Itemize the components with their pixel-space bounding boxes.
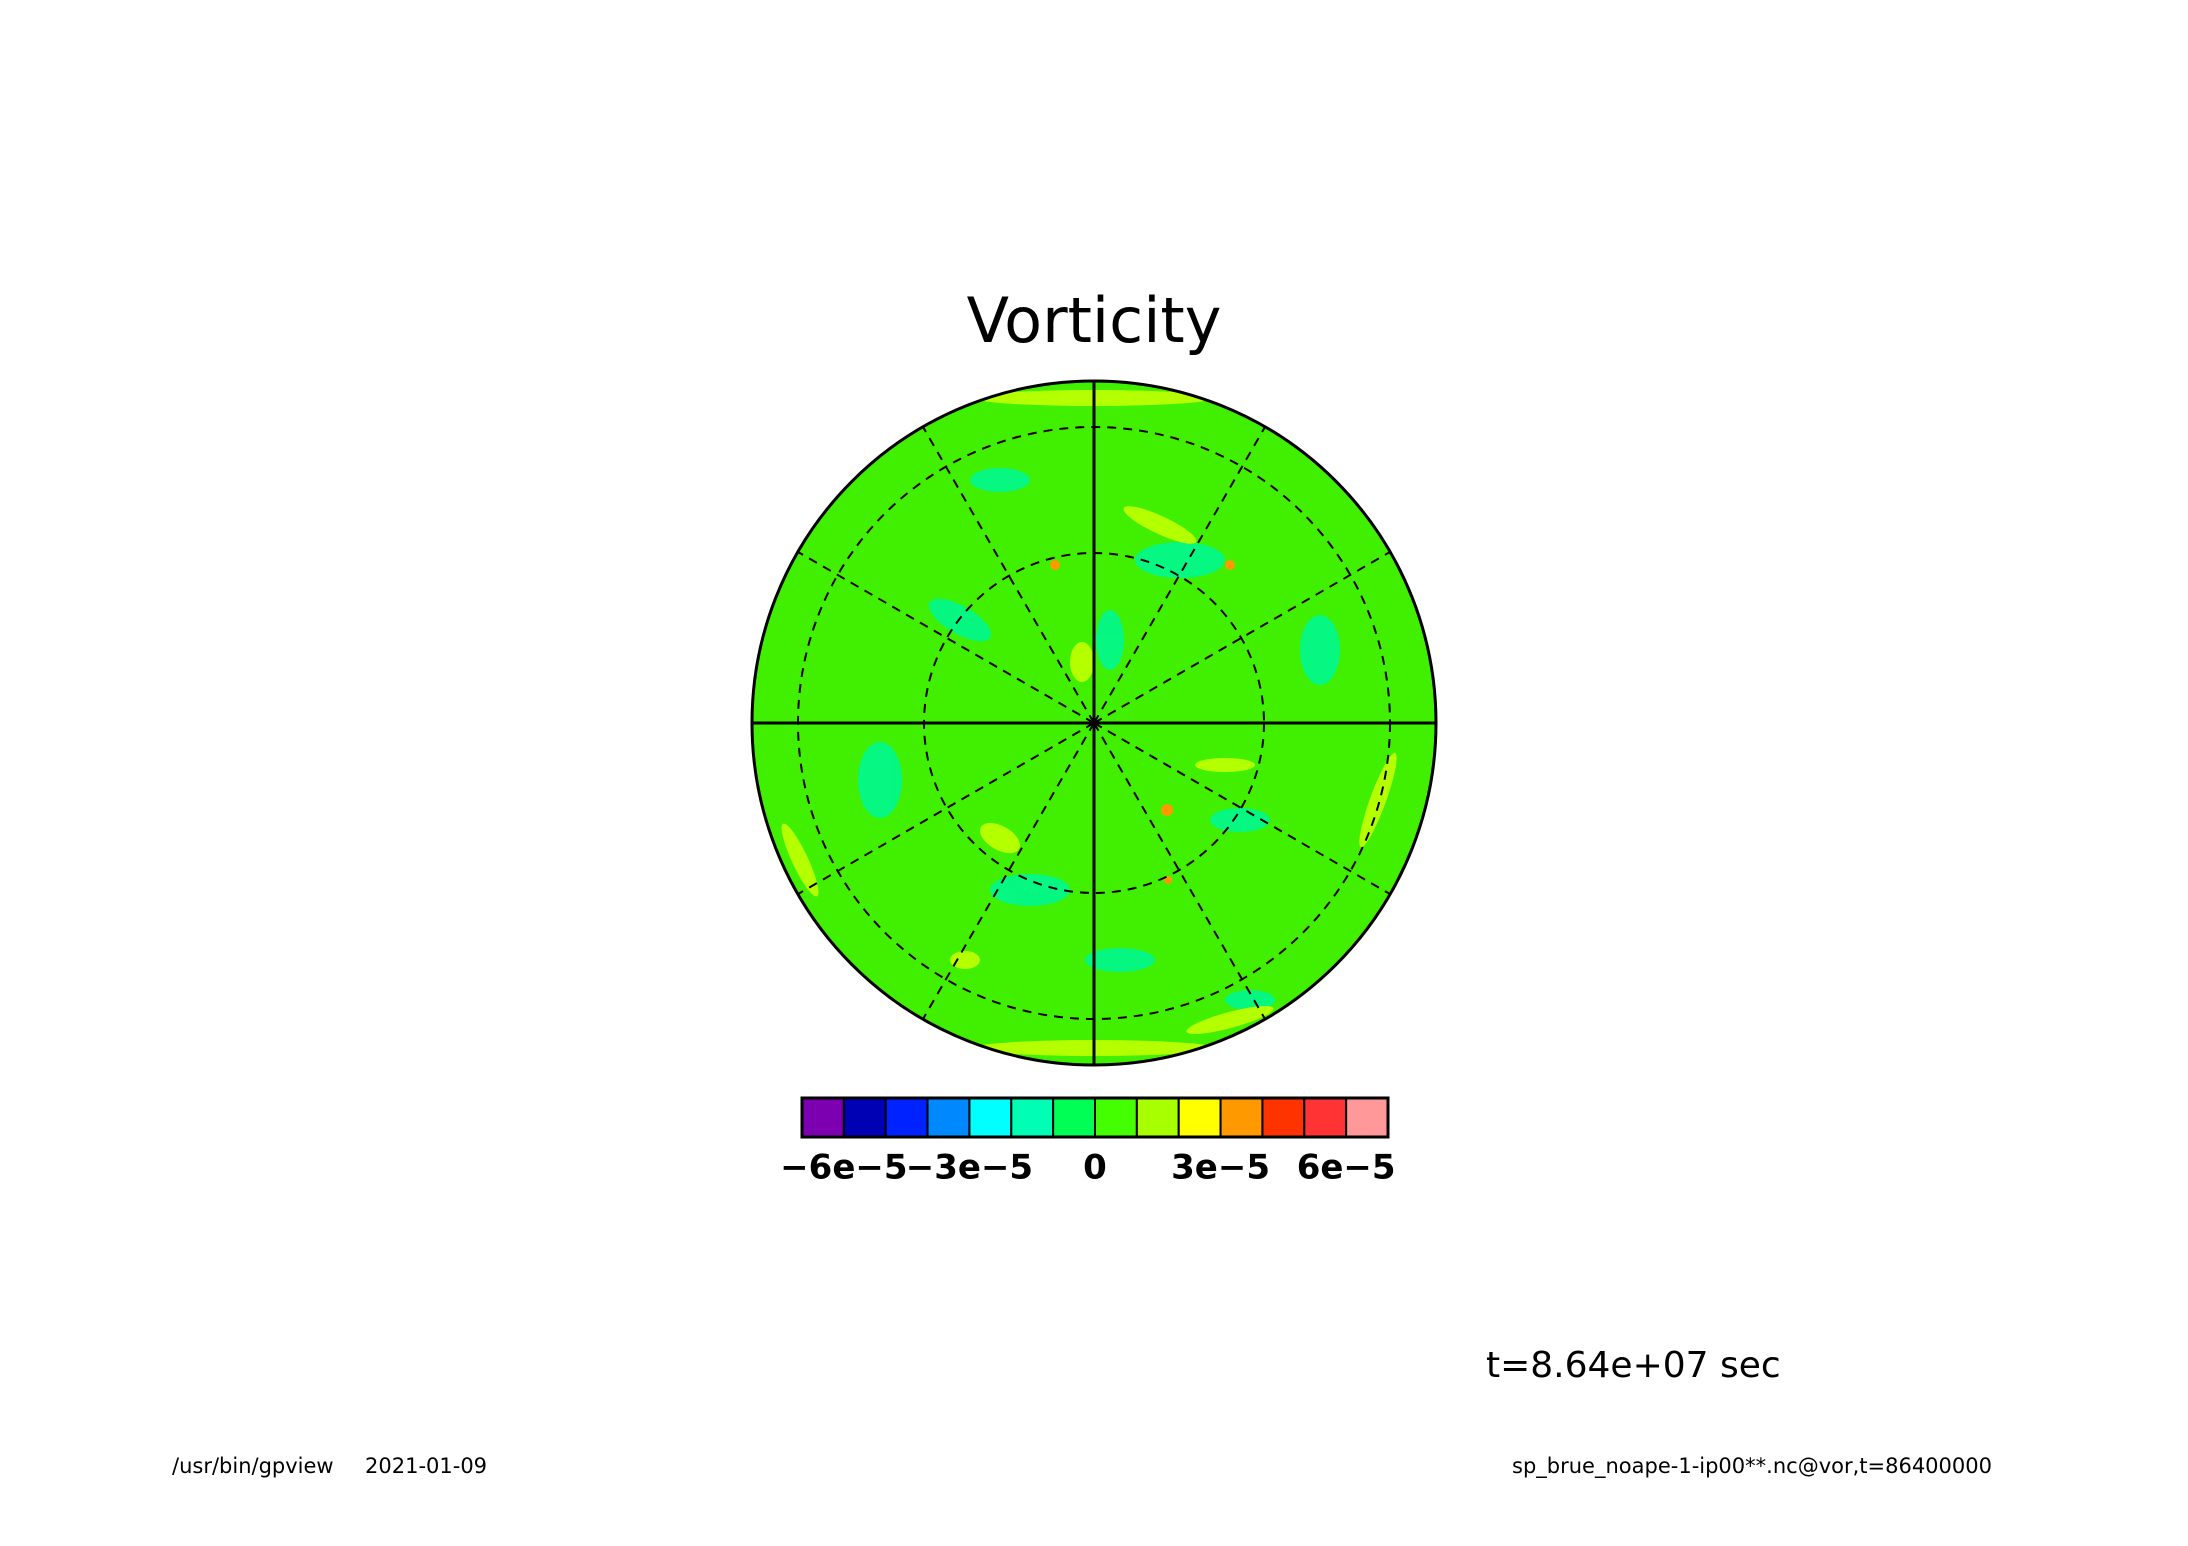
colorbar-box [884, 1097, 929, 1138]
colorbar-box [968, 1097, 1013, 1138]
colorbar-tick-label: 3e−5 [1171, 1148, 1270, 1188]
colorbar-box [1094, 1097, 1138, 1138]
colorbar-box [1135, 1097, 1180, 1138]
date-label: 2021-01-09 [365, 1454, 487, 1478]
colorbar-box [1345, 1097, 1389, 1138]
program-label: /usr/bin/gpview [172, 1454, 334, 1478]
colorbar-box [1219, 1097, 1264, 1138]
colorbar-frame [800, 1096, 1390, 1139]
time-label: t=8.64e+07 sec [1486, 1345, 1781, 1386]
colorbar-box [926, 1097, 971, 1138]
colorbar-box [842, 1097, 887, 1138]
colorbar-box [1303, 1097, 1348, 1138]
colorbar-box [1261, 1097, 1306, 1138]
colorbar-box [1010, 1097, 1055, 1138]
map-frame [750, 379, 1438, 1067]
colorbar-tick-label: −6e−5 [780, 1148, 907, 1188]
colorbar-box [1177, 1097, 1222, 1138]
chart-title: Vorticity [967, 284, 1222, 357]
colorbar-box [1052, 1097, 1096, 1138]
colorbar-tick-label: −3e−5 [906, 1148, 1033, 1188]
source-label: sp_brue_noape-1-ip00**.nc@vor,t=86400000 [1512, 1454, 1992, 1479]
colorbar-tick-label: 0 [1083, 1148, 1107, 1188]
colorbar: −6e−5−3e−5 0 3e−5 6e−5 [780, 1096, 1396, 1188]
colorbar-box [801, 1097, 845, 1138]
colorbar-tick-label: 6e−5 [1297, 1148, 1396, 1188]
